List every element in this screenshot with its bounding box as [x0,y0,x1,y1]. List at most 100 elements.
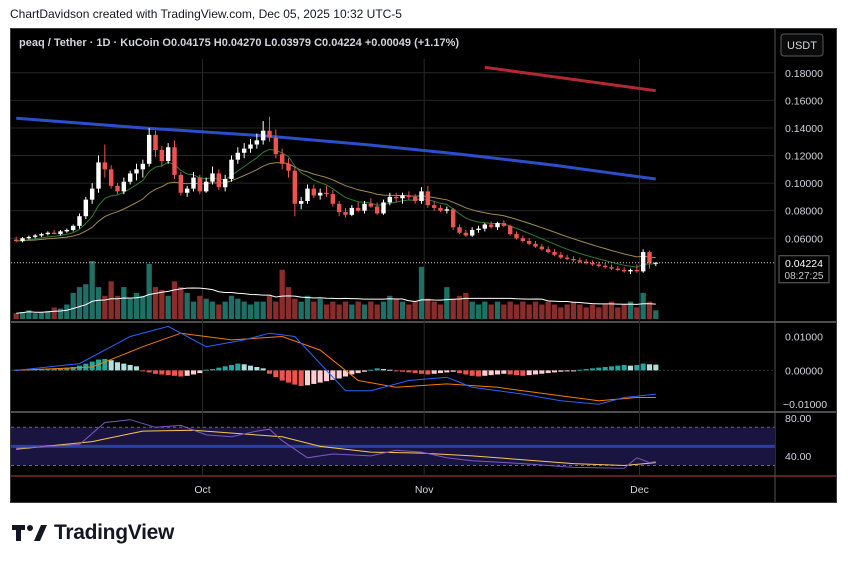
candle-body [444,209,450,211]
candle [77,213,82,229]
macd-histogram-bar [279,370,285,381]
volume-bar [431,301,437,319]
candle [628,268,633,275]
macd-histogram-bar [45,368,51,371]
macd-histogram-bar [102,358,108,371]
macd-histogram-bar [13,369,19,371]
tradingview-logo[interactable]: TradingView [12,520,174,546]
candle-body [507,225,513,235]
candle-body [229,159,234,179]
candle [463,229,469,237]
volume-bar [247,304,254,319]
volume-bar [102,295,108,319]
candle [267,116,272,142]
macd-histogram-bar [526,370,532,376]
candle [172,140,177,179]
macd-histogram-bar [589,368,596,371]
macd-histogram-bar [431,370,437,374]
candle [26,235,32,240]
candle [564,254,570,261]
candle-body [305,188,310,202]
volume-bar [368,301,374,319]
chart-canvas[interactable]: Oct Nov Dec 0.18000 0.16000 0.14000 0.12000 0.1… [11,29,836,502]
candle-body [210,173,215,182]
macd-tick-label: 0.01000 [785,332,823,344]
candle-body [577,260,583,262]
macd-histogram-bar [317,370,323,383]
macd-histogram-bar [558,370,564,372]
candle-body [526,241,532,244]
candle [298,196,304,210]
macd-histogram-bar [450,370,456,372]
macd-histogram-bar [532,370,539,375]
candle [438,205,443,213]
candle [83,196,89,219]
candle-body [640,252,646,272]
ema-fast-line [16,148,656,268]
candle-body [159,150,165,162]
candle-body [647,252,652,264]
rsi-tick-label: 40.00 [785,451,811,463]
currency-button[interactable]: USDT [780,33,824,57]
candle-body [552,252,557,255]
candle [590,260,595,266]
volume-bar [304,295,311,319]
macd-histogram-bar [241,364,247,371]
volume-bar [133,292,140,319]
macd-histogram-bar [222,366,228,371]
candle [336,201,342,217]
volume-bar [222,301,228,319]
candle-body [203,181,209,192]
volume-bar [114,295,121,319]
volume-bar [437,304,444,319]
candle-body [45,232,51,235]
macd-histogram-bar [425,370,431,375]
macd-histogram-bar [608,366,615,371]
time-tick-label: Dec [630,484,649,496]
candle [191,172,196,192]
volume-bar [19,312,26,319]
volume-bar [83,284,89,319]
volume-bar [564,304,570,319]
chart-frame[interactable]: Oct Nov Dec 0.18000 0.16000 0.14000 0.12000 0.1… [10,28,837,503]
candle-body [178,174,184,193]
volume-bar [570,301,577,319]
volume-bar [32,313,38,319]
volume-bar [51,307,57,319]
macd-histogram-bar [570,370,577,372]
candle-body [324,192,329,195]
volume-bar [387,295,393,319]
candle [102,144,108,178]
volume-ma-line [16,287,656,314]
volume-bar [577,304,583,319]
macd-histogram-bar [577,369,583,371]
candle [609,264,614,270]
candle-body [583,261,589,264]
candle-body [317,192,323,196]
candle [602,263,608,269]
macd-histogram-bar [133,366,140,371]
candle-body [621,269,627,272]
volume-bar [26,310,32,319]
candle [615,265,621,272]
chart-panes: Oct Nov Dec 0.18000 0.16000 0.14000 0.12000 0.1… [11,29,836,502]
candle [64,228,70,233]
macd-histogram-bar [627,365,634,371]
volume-bar [450,298,456,319]
volume-bar [393,298,399,319]
candle [571,256,576,262]
volume-bar [513,304,520,319]
macd-histogram-bar [171,370,178,376]
candle [343,207,348,218]
candle-body [140,163,146,170]
macd-line [16,325,656,405]
macd-histogram-bar [70,367,76,371]
candle [197,174,203,195]
candle [596,261,602,268]
candle [229,155,234,182]
candle [260,121,266,145]
candle-body [400,195,405,199]
volume-bar [178,287,184,319]
candle-body [70,225,76,230]
volume-bar [627,301,634,319]
